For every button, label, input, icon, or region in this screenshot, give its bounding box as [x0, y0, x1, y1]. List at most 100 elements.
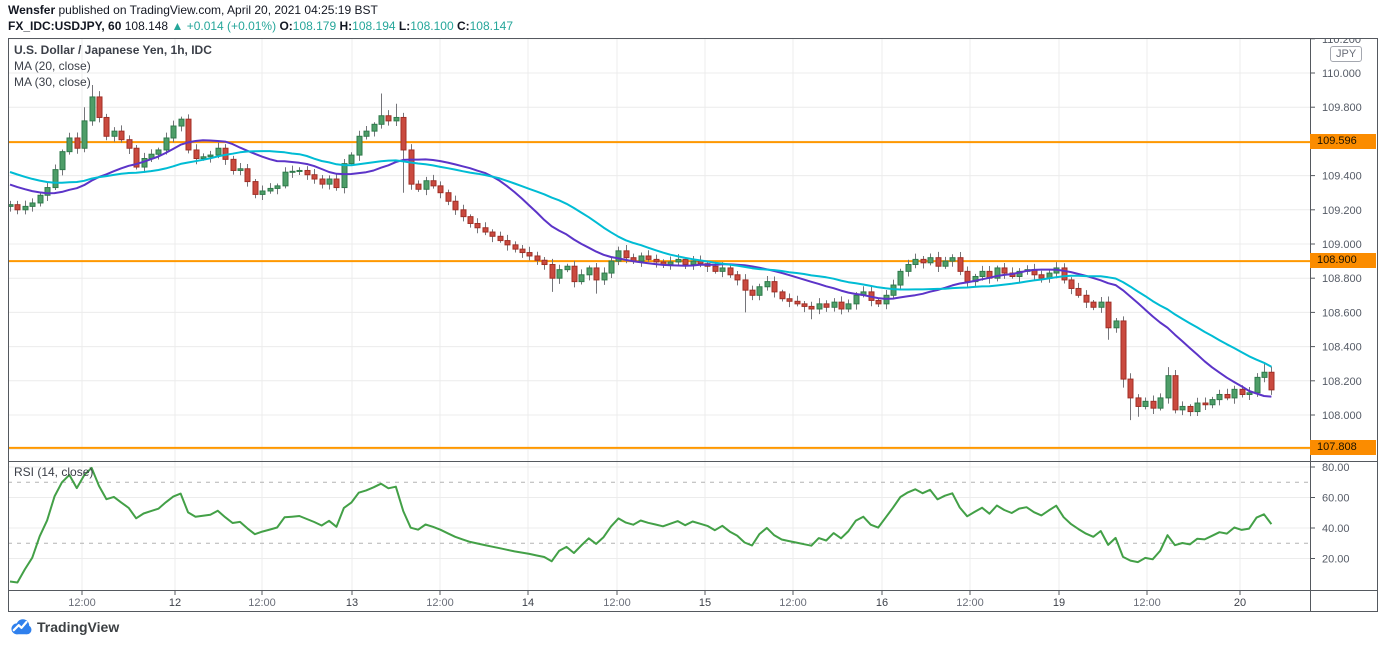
candle-down — [512, 244, 519, 250]
candle-down — [497, 235, 504, 242]
candle-down — [126, 139, 133, 149]
candle-up — [378, 115, 385, 125]
candle-down — [437, 185, 444, 194]
candle-up — [44, 187, 51, 196]
ma30-legend[interactable]: MA (30, close) — [14, 75, 91, 89]
candle-down — [1239, 388, 1246, 395]
ohlc-value: 108.100 — [410, 19, 454, 33]
candle-up — [690, 260, 697, 266]
candle-up — [341, 163, 348, 189]
candle-up — [1254, 376, 1261, 394]
ma20-line — [9, 139, 1272, 398]
candle-down — [1061, 267, 1068, 281]
time-tick-hour: 12:00 — [956, 597, 984, 609]
rsi-legend[interactable]: RSI (14, close) — [14, 465, 94, 479]
candle-down — [1150, 400, 1157, 409]
candle-up — [237, 168, 244, 171]
candle-down — [1068, 279, 1075, 289]
candle-up — [927, 257, 934, 264]
candle-up — [897, 270, 904, 286]
time-tick-day: 16 — [876, 597, 888, 609]
candle-down — [1187, 405, 1194, 413]
candle-down — [1172, 375, 1179, 411]
candle-down — [1083, 294, 1090, 303]
candle-up — [274, 185, 281, 189]
candle-up — [905, 264, 912, 272]
candle-down — [534, 255, 541, 261]
candle-up — [719, 267, 726, 272]
symbol-info-line: FX_IDC:USDJPY, 60 108.148 ▲ +0.014 (+0.0… — [8, 19, 513, 34]
candle-down — [571, 265, 578, 283]
candle-down — [400, 116, 407, 151]
time-tick-day: 20 — [1234, 597, 1246, 609]
candle-up — [37, 194, 44, 204]
candle-down — [823, 303, 830, 308]
candle-down — [103, 116, 110, 137]
currency-badge[interactable]: JPY — [1330, 46, 1363, 62]
chart-area[interactable]: 110.200 110.000 109.800 109.400 109.200 109.0… — [8, 38, 1378, 612]
candle-up — [8, 204, 14, 207]
ohlc-values: O:108.179 H:108.194 L:108.100 C:108.147 — [279, 19, 513, 33]
ohlc-key: O: — [279, 19, 293, 33]
candle-up — [675, 258, 682, 263]
candle-down — [653, 258, 660, 263]
last-price: 108.148 — [124, 19, 169, 33]
candle-down — [96, 96, 103, 118]
candle-up — [845, 303, 852, 310]
time-tick-hour: 12:00 — [68, 597, 96, 609]
price-tick-label: 108.600 — [1322, 307, 1362, 319]
up-arrow-icon: ▲ — [171, 19, 184, 33]
candle-down — [1105, 301, 1112, 329]
price-axis[interactable]: 110.200 110.000 109.800 109.400 109.200 109.0… — [1310, 38, 1362, 566]
candle-down — [118, 130, 125, 141]
candle-down — [482, 227, 489, 233]
chart-plot[interactable]: 110.200 110.000 109.800 109.400 109.200 109.0… — [8, 38, 1378, 612]
candle-up — [1113, 320, 1120, 329]
publish-text: published on TradingView.com, April 20, … — [55, 3, 378, 17]
candle-up — [1179, 405, 1186, 411]
candle-down — [742, 279, 749, 291]
horizontal-level-lines[interactable] — [8, 141, 1310, 449]
candle-up — [816, 303, 823, 310]
ma20-legend[interactable]: MA (20, close) — [14, 59, 91, 73]
candle-up — [578, 274, 585, 283]
time-tick-hour: 12:00 — [603, 597, 631, 609]
candle-up — [1157, 397, 1164, 409]
candle-down — [133, 147, 140, 168]
candle-up — [155, 149, 162, 155]
time-tick-day: 15 — [699, 597, 711, 609]
ohlc-value: 108.194 — [352, 19, 396, 33]
candle-down — [230, 158, 237, 171]
time-tick-hour: 12:00 — [426, 597, 454, 609]
candle-down — [333, 178, 340, 189]
candle-down — [1075, 287, 1082, 296]
chart-legend-title[interactable]: U.S. Dollar / Japanese Yen, 1h, IDC — [14, 43, 212, 57]
candle-down — [244, 168, 251, 183]
candle-up — [564, 265, 571, 271]
ohlc-key: H: — [336, 19, 353, 33]
candle-up — [615, 250, 622, 262]
candle-up — [994, 267, 1001, 279]
candle-up — [207, 154, 214, 158]
candle-down — [964, 270, 971, 283]
candle-up — [1261, 371, 1268, 378]
candle-up — [348, 154, 355, 165]
candle-up — [81, 120, 88, 149]
candle-down — [920, 258, 927, 264]
ma30-line — [9, 150, 1272, 368]
candle-down — [193, 149, 200, 159]
price-tick-label: 108.000 — [1322, 410, 1362, 422]
candle-up — [949, 257, 956, 262]
price-tick-label: 109.800 — [1322, 102, 1362, 114]
time-tick-day: 13 — [346, 597, 358, 609]
candle-down — [430, 180, 437, 187]
time-tick-day: 12 — [169, 597, 181, 609]
time-tick-hour: 12:00 — [248, 597, 276, 609]
gridlines — [8, 38, 1310, 590]
tradingview-logo[interactable]: TradingView — [10, 617, 119, 637]
price-tick-label: 109.000 — [1322, 239, 1362, 251]
time-axis[interactable]: 12:00 12 12:00 13 12:00 14 12:00 15 12:00 16 12:00… — [68, 590, 1246, 609]
candle-up — [111, 130, 118, 137]
candle-up — [608, 260, 615, 274]
price-tick-label: 108.400 — [1322, 342, 1362, 354]
